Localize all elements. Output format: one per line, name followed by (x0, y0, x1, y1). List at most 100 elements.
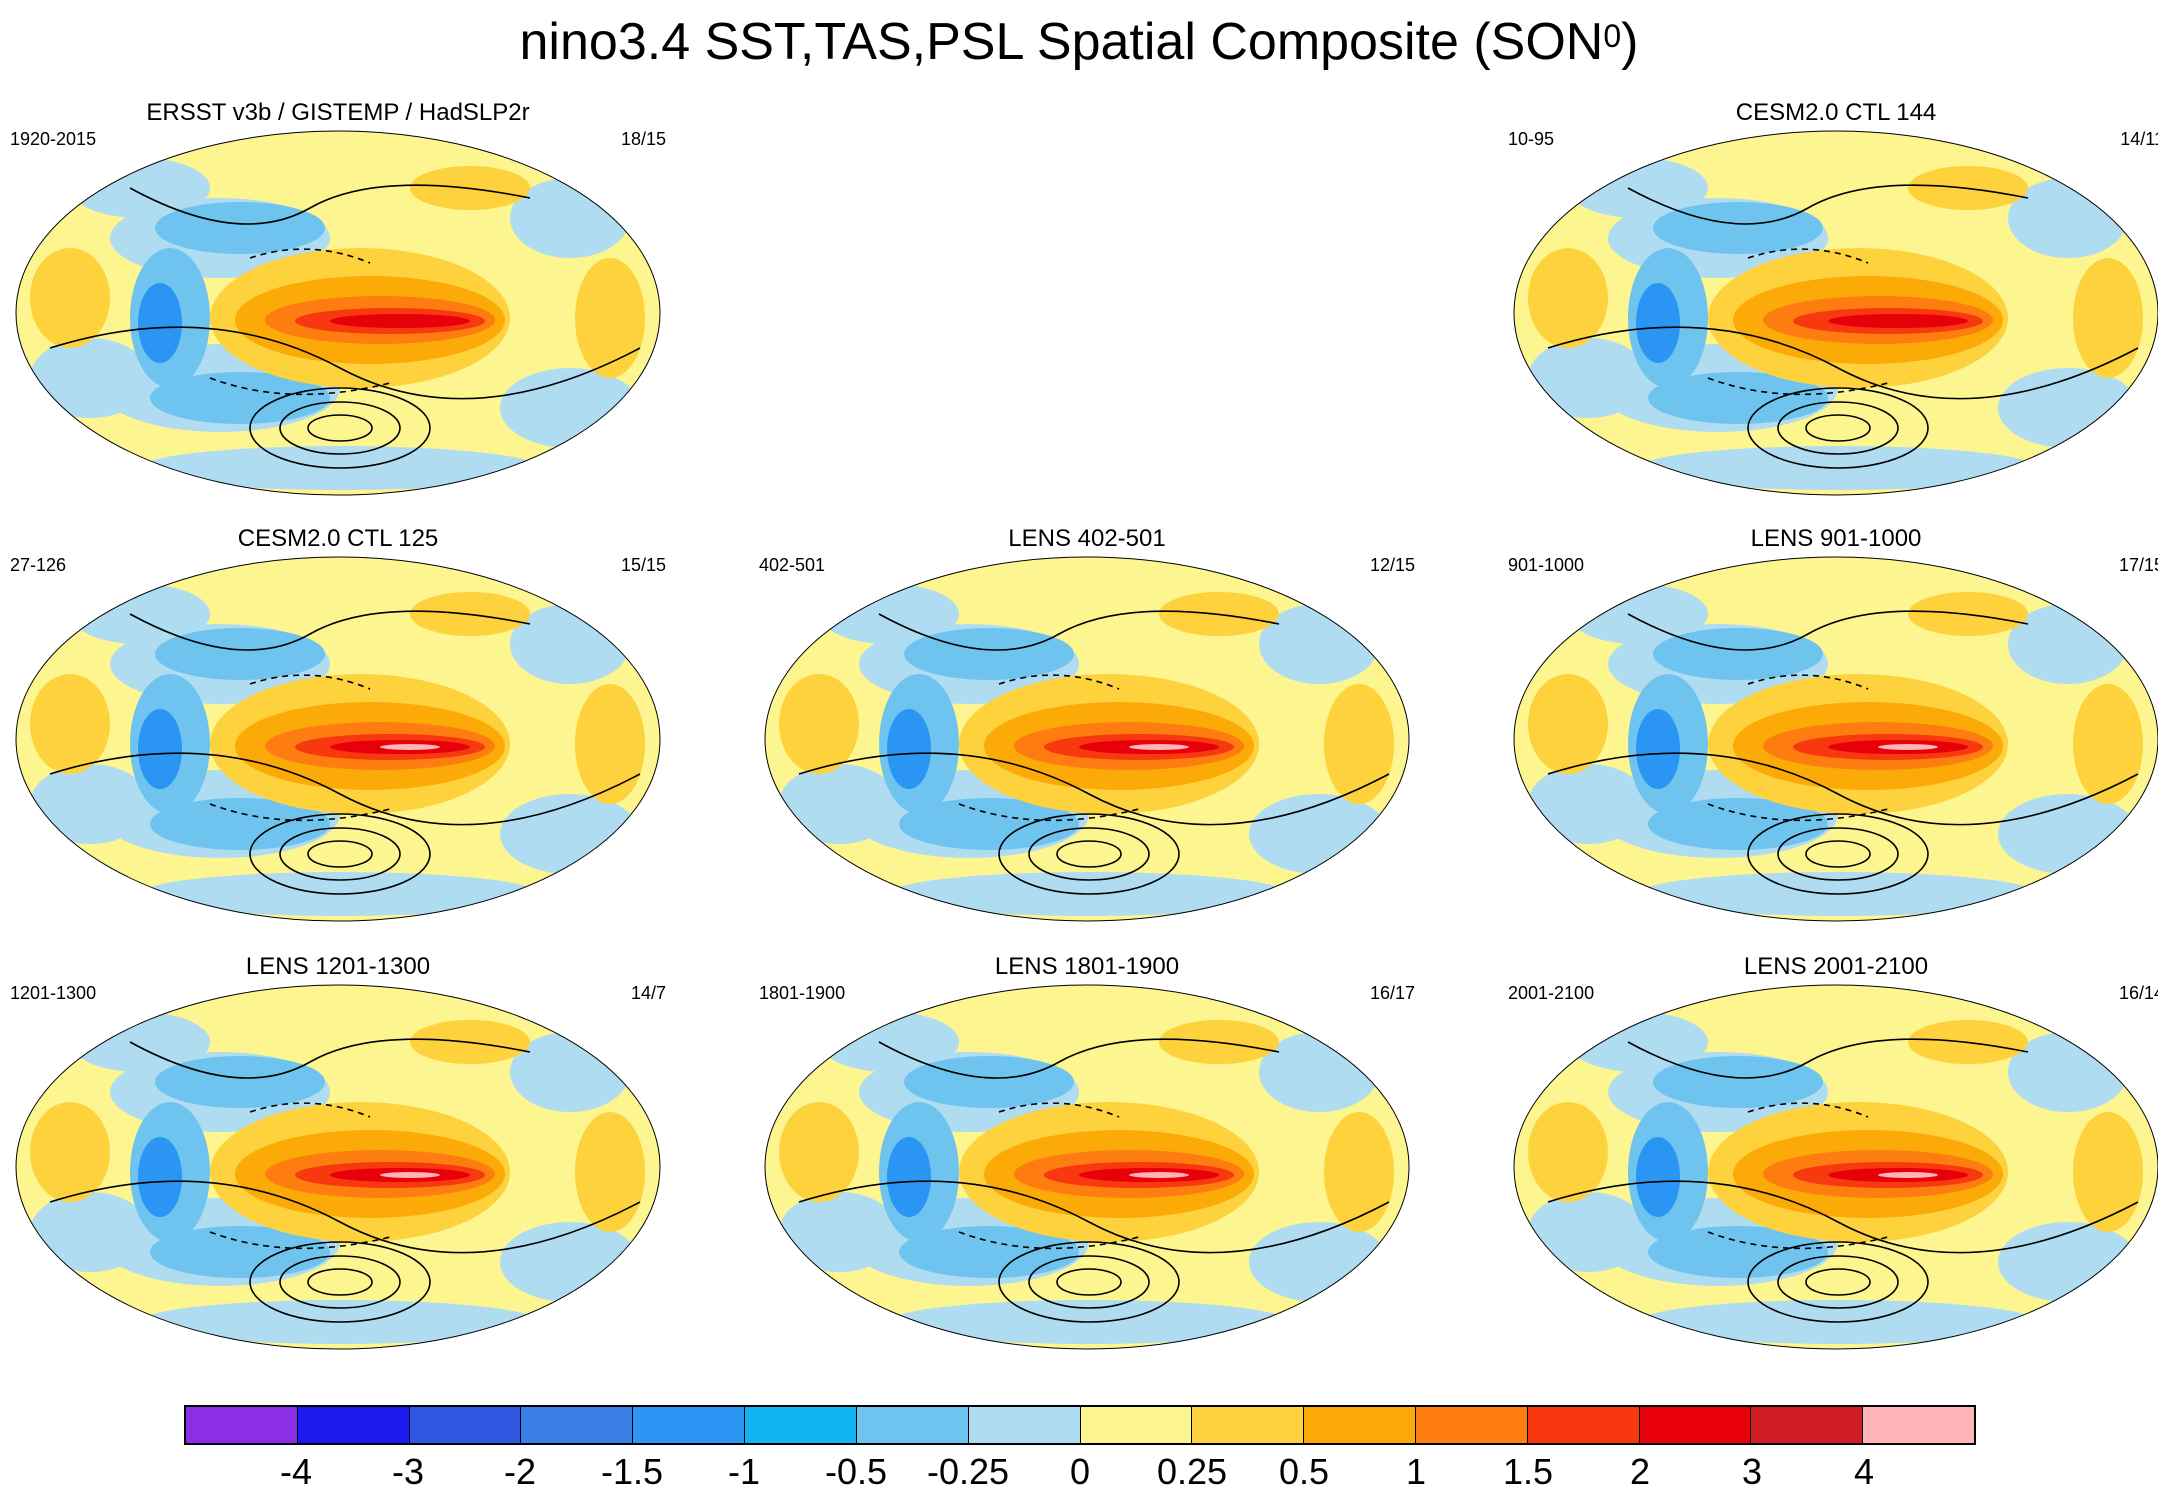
slp-contour (279, 1255, 401, 1309)
slp-contour (1747, 387, 1929, 469)
colorbar-label: 0.5 (1278, 1451, 1330, 1492)
cool-horseshoe-north (1653, 628, 1823, 680)
slp-contour (1777, 1255, 1899, 1309)
panel-title: ERSST v3b / GISTEMP / HadSLP2r (146, 99, 530, 126)
cool-maritime-continent (1636, 1137, 1680, 1217)
warm-patch (30, 674, 110, 774)
slp-contour-dashed (1747, 248, 1869, 264)
slp-contour (49, 1180, 641, 1254)
cool-maritime-continent (887, 709, 931, 789)
panel-count: 16/17 (1369, 983, 1415, 1003)
colorbar-label: 1.5 (1502, 1451, 1554, 1492)
panel-period: 2001-2100 (1508, 983, 1595, 1003)
slp-contour (1627, 184, 2029, 225)
cool-patch (500, 1222, 640, 1302)
panel-title: LENS 901-1000 (1750, 525, 1922, 552)
cool-maritime-continent (138, 283, 182, 363)
slp-contour-dashed (209, 377, 391, 396)
slp-contour-dashed (209, 803, 391, 822)
cool-patch (1998, 1222, 2138, 1302)
panel-count: 14/7 (630, 983, 666, 1003)
composite-map (1513, 984, 2158, 1350)
panel-count: 18/15 (620, 129, 666, 149)
slp-contour (307, 414, 373, 442)
map-outline (1513, 984, 2158, 1350)
warm-patch (1528, 248, 1608, 348)
slp-contour-dashed (958, 1231, 1140, 1250)
cool-patch (1249, 794, 1389, 874)
slp-contour (1547, 326, 2139, 400)
warm-patch (779, 1102, 859, 1202)
slp-contour (1777, 401, 1899, 455)
composite-map (764, 556, 1410, 922)
panel-title: LENS 2001-2100 (1743, 953, 1929, 980)
cool-maritime-continent (138, 1137, 182, 1217)
composite-map (1513, 556, 2158, 922)
colorbar-label: -3 (391, 1451, 425, 1492)
map-field (16, 557, 660, 921)
map-field (16, 131, 660, 495)
slp-contour (1627, 1038, 2029, 1079)
panel-lens-901-1000: LENS 901-1000 901-1000 17/15 (1508, 524, 2158, 924)
colorbar-labels: -4 -3 -2 -1.5 -1 -0.5 -0.25 0 0.25 0.5 1 1.5 2 3 4 (0, 1452, 2158, 1492)
warm-tongue-core (1878, 1172, 1938, 1178)
panel-lens-2001-2100: LENS 2001-2100 2001-2100 16/14 (1508, 952, 2158, 1352)
map-outline (764, 556, 1410, 922)
map-outline (764, 984, 1410, 1350)
panel-count: 15/15 (620, 555, 666, 575)
slp-contour-dashed (249, 1102, 371, 1118)
colorbar-box (1863, 1407, 1974, 1443)
panel-title: LENS 402-501 (1008, 525, 1166, 552)
slp-contour (1777, 827, 1899, 881)
panel-lens-402-501: LENS 402-501 402-501 12/15 (759, 524, 1415, 924)
colorbar-label: 2 (1629, 1451, 1651, 1492)
warm-patch (575, 684, 645, 804)
slp-contour-dashed (209, 1231, 391, 1250)
colorbar-box (1639, 1407, 1752, 1443)
slp-contour-dashed (1747, 674, 1869, 690)
figure-title-suffix: ) (1621, 13, 1639, 71)
cool-horseshoe-south (1648, 798, 1828, 850)
panel-title: CESM2.0 CTL 144 (1735, 99, 1937, 126)
map-field (765, 557, 1409, 921)
panel-lens-1801-1900: LENS 1801-1900 1801-1900 16/17 (759, 952, 1415, 1352)
slp-contour (998, 813, 1180, 895)
composite-map (1513, 130, 2158, 496)
colorbar-box (1304, 1407, 1416, 1443)
panel-count: 16/14 (2118, 983, 2158, 1003)
map-field (16, 985, 660, 1349)
colorbar-label: 3 (1741, 1451, 1763, 1492)
colorbar-box (968, 1407, 1081, 1443)
cool-horseshoe-north (155, 202, 325, 254)
figure-title: nino3.4 SST,TAS,PSL Spatial Composite (S… (0, 10, 2158, 74)
cool-horseshoe-north (155, 628, 325, 680)
colorbar-box (1080, 1407, 1193, 1443)
cool-maritime-continent (887, 1137, 931, 1217)
panel-count: 12/15 (1369, 555, 1415, 575)
panel-count: 17/15 (2118, 555, 2158, 575)
composite-map (15, 130, 661, 496)
slp-contour-dashed (249, 248, 371, 264)
panel-period: 1801-1900 (759, 983, 846, 1003)
panel-cesm2-ctl-125: CESM2.0 CTL 125 27-126 15/15 (10, 524, 666, 924)
panel-period: 10-95 (1508, 129, 1555, 149)
cool-horseshoe-south (150, 372, 330, 424)
slp-contour (279, 827, 401, 881)
map-outline (1513, 556, 2158, 922)
slp-contour (1747, 813, 1929, 895)
panel-period: 402-501 (759, 555, 826, 575)
warm-patch (1528, 674, 1608, 774)
colorbar-label: -1.5 (600, 1451, 664, 1492)
slp-contour (1547, 1180, 2139, 1254)
cool-maritime-continent (138, 709, 182, 789)
map-outline (15, 130, 661, 496)
colorbar-box (186, 1407, 298, 1443)
slp-contour-dashed (1707, 377, 1889, 396)
colorbar-box (745, 1407, 857, 1443)
slp-contour (1805, 840, 1871, 868)
slp-contour (129, 184, 531, 225)
colorbar-box (1415, 1407, 1528, 1443)
warm-tongue-core (1129, 1172, 1189, 1178)
slp-contour (1747, 1241, 1929, 1323)
cool-horseshoe-south (899, 1226, 1079, 1278)
